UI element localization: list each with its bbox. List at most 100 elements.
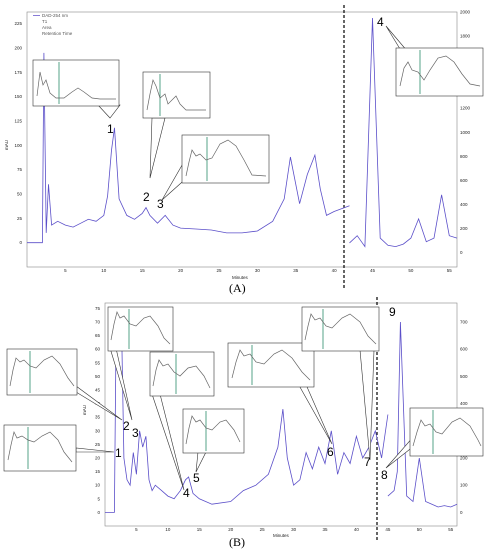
panel-b-inset-3-spectrum: [110, 310, 171, 345]
panel-a-y-right-tick-label: 400: [460, 202, 468, 207]
panel-a-y-left-tick-label: 100: [14, 143, 22, 148]
panel-a-x-tick-label: 15: [140, 268, 146, 273]
panel-a-y-right-tick-label: 800: [460, 154, 468, 159]
panel-a-y-right-tick-label: 2000: [460, 10, 471, 15]
panel-a-inset-1-pointer: [97, 104, 121, 119]
panel-b-x-tick-label: 50: [417, 527, 423, 532]
panel-a-y-left-tick-label: 75: [17, 167, 23, 172]
panel-b-y-left-tick-label: 5: [97, 496, 100, 501]
panel-b-inset-peak-4: [149, 351, 215, 491]
panel-b-inset-4-spectrum: [152, 359, 211, 389]
panel-a-y-left-tick-label: 25: [17, 216, 23, 221]
panel-a-y-left-tick-label: 0: [19, 240, 22, 245]
panel-b-peak-label-7: 7: [364, 455, 371, 469]
panel-b-trace-segment-2: [387, 321, 458, 508]
panel-b-y-left-tick-label: 55: [95, 360, 101, 365]
panel-a-legend-2: T1: [42, 19, 48, 24]
panel-b-inset-6-box: [227, 342, 315, 388]
panel-b-xlabel: Minutes: [273, 533, 290, 538]
panel-a-inset-3-spectrum: [185, 139, 267, 177]
panel-a-y-right-ticks: 0200400600800100012001400160018002000: [460, 10, 471, 256]
panel-b-peak-label-5: 5: [193, 471, 200, 485]
panel-b-inset-8-spectrum: [412, 417, 482, 447]
panel-b-inset-peak-5: [182, 408, 245, 473]
panel-b-x-tick-label: 30: [291, 527, 297, 532]
panel-b-inset-3-box: [107, 306, 174, 352]
panel-b-inset-1-box: [3, 424, 77, 472]
panel-b-x-tick-label: 10: [165, 527, 171, 532]
panel-a-x-tick-label: 20: [178, 268, 184, 273]
panel-b-inset-8-box: [409, 407, 484, 457]
panel-a-x-tick-label: 50: [408, 268, 414, 273]
panel-a-plot-frame: [26, 11, 458, 268]
panel-b-inset-7-pointer: [359, 349, 375, 461]
panel-b-x-tick-label: 15: [197, 527, 203, 532]
panel-b-y-right-tick-label: 600: [460, 347, 468, 352]
panel-a-peak-label-2: 2: [143, 190, 150, 204]
panel-b-traces: [105, 307, 458, 513]
panel-b-y-left-tick-label: 50: [95, 374, 101, 379]
panel-a-y-right-tick-label: 600: [460, 178, 468, 183]
panel-b-y-right-tick-label: 700: [460, 320, 468, 325]
panel-b-peak-label-8: 8: [381, 468, 388, 482]
panel-b-inset-1-pointer: [75, 447, 115, 453]
panel-b-inset-2-spectrum: [9, 355, 75, 387]
panel-a-y-right-tick-label: 1800: [460, 34, 471, 39]
panel-b-peak-label-3: 3: [132, 426, 139, 440]
panel-a-legend-1: DAD-254 nm: [42, 13, 68, 18]
panel-a-legend-3: Area: [42, 25, 52, 30]
panel-a-x-tick-label: 40: [332, 268, 338, 273]
panel-a-y-left-tick-label: 225: [14, 21, 22, 26]
panel-a-peak-label-4: 4: [377, 15, 384, 29]
panel-b-inset-peak-2: [6, 348, 123, 421]
panel-b-y-left-tick-label: 75: [95, 306, 101, 311]
panel-b-inset-4-pointer: [151, 393, 185, 491]
panel-b-x-tick-label: 55: [448, 527, 454, 532]
panel-b-y-left-tick-label: 0: [97, 510, 100, 515]
panel-b-y-right-tick-label: 500: [460, 374, 468, 379]
panel-a-y-left-ticks: 0 25 50 75 100 125 150 175 200 225: [14, 21, 22, 245]
panel-a-peak-label-3: 3: [157, 197, 164, 211]
panel-b-x-tick-label: 25: [260, 527, 266, 532]
panel-a-y-right-tick-label: 1200: [460, 106, 471, 111]
panel-a-y-left-tick-label: 150: [14, 94, 22, 99]
panel-b-peak-label-1: 1: [115, 446, 122, 460]
panel-b-x-tick-label: 5: [135, 527, 138, 532]
panel-b-inset-peak-7: [301, 306, 380, 461]
panel-a-inset-3-box: [181, 134, 270, 184]
panel-b-inset-peak-1: [3, 424, 115, 472]
panel-a-legend-4: Retention Time: [42, 31, 73, 36]
panel-a-x-tick-label: 5: [64, 268, 67, 273]
panel-b-y-left-ticks: 051015202530354045505560657075: [95, 306, 101, 515]
panel-a-inset-peak-3: [161, 134, 270, 201]
panel-b-inset-7-box: [301, 306, 380, 352]
panel-b-y-left-tick-label: 35: [95, 415, 101, 420]
panel-b-inset-5-spectrum: [185, 415, 241, 445]
panel-b-inset-7-spectrum: [304, 313, 377, 345]
panel-a-y-left-tick-label: 50: [17, 192, 23, 197]
panel-a-inset-2-box: [142, 71, 211, 119]
panel-a: DAD-254 nm T1 Area Retention Time mAU Mi…: [4, 5, 484, 295]
panel-b-y-left-tick-label: 45: [95, 388, 101, 393]
panel-b-x-tick-label: 35: [322, 527, 328, 532]
panel-a-y-left-tick-label: 200: [14, 46, 22, 51]
panel-b-inset-6-pointer: [295, 379, 333, 445]
panel-b-peak-label-6: 6: [327, 445, 334, 459]
panel-b: mAU Minutes 0510152025303540455055606570…: [3, 297, 484, 549]
panel-b-inset-5-pointer: [195, 451, 207, 473]
panel-b-x-tick-label: 20: [228, 527, 234, 532]
panel-b-inset-3-pointer: [109, 347, 133, 421]
panel-b-ylabel: mAU: [82, 405, 87, 415]
panel-b-inset-2-box: [6, 348, 78, 396]
panel-a-y-left-tick-label: 175: [14, 70, 22, 75]
panel-a-inset-4-box: [395, 47, 484, 97]
panel-b-x-tick-label: 40: [354, 527, 360, 532]
panel-b-x-ticks: 5 10 15 20 25 30 35 40 45 50 55: [135, 527, 454, 532]
panel-a-y-right-tick-label: 1000: [460, 130, 471, 135]
panel-b-inset-1-spectrum: [7, 430, 73, 463]
panel-b-peak-label-9: 9: [389, 305, 396, 319]
panel-b-y-left-tick-label: 10: [95, 483, 101, 488]
panel-b-inset-peak-8: [385, 407, 484, 469]
panel-a-inset-peak-1: [32, 59, 121, 119]
